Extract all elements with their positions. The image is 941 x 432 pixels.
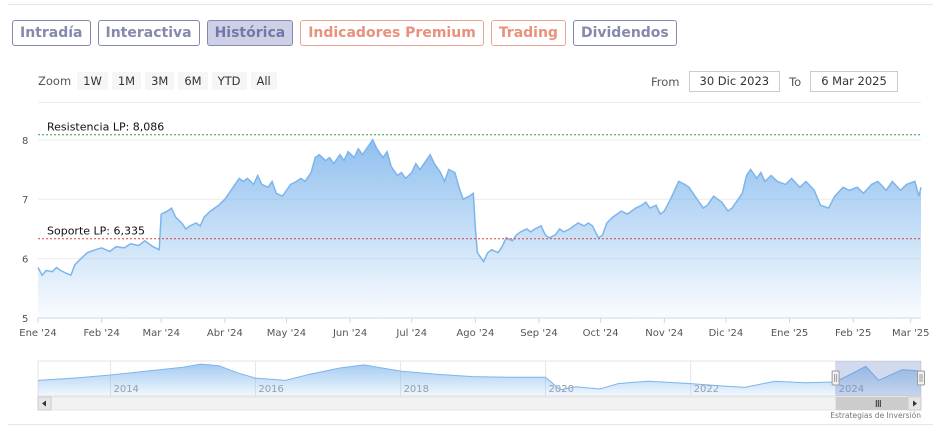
y-tick-label: 6	[22, 255, 28, 266]
price-line	[37, 138, 922, 277]
zoom-selector: Zoom 1W 1M 3M 6M YTD All	[38, 72, 281, 90]
x-tick-label: Jul '24	[395, 328, 427, 339]
chart-credit: Estrategias de Inversión	[830, 411, 921, 420]
chart-top-border	[38, 102, 921, 103]
y-tick-label: 8	[22, 136, 28, 147]
from-date-input[interactable]: 30 Dic 2023	[688, 71, 781, 92]
zoom-3m-button[interactable]: 3M	[145, 72, 175, 90]
x-tick-label: Feb '25	[835, 328, 871, 339]
tab-indicadores-premium[interactable]: Indicadores Premium	[300, 20, 484, 46]
x-tick-label: Dic '24	[709, 328, 744, 339]
from-label: From	[651, 74, 680, 89]
tab-trading[interactable]: Trading	[490, 20, 566, 46]
navigator-area	[38, 364, 921, 396]
tab-intradia[interactable]: Intradía	[12, 20, 91, 46]
bottom-divider	[8, 424, 933, 425]
x-tick-label: Ene '24	[19, 328, 56, 339]
zoom-all-button[interactable]: All	[250, 72, 277, 90]
x-tick-label: Jun '24	[332, 328, 367, 339]
support-label: Soporte LP: 6,335	[47, 225, 145, 238]
zoom-1w-button[interactable]: 1W	[77, 72, 108, 90]
x-tick-label: Mar '24	[142, 328, 180, 339]
chart-tabs: Intradía Interactiva Histórica Indicador…	[12, 20, 677, 46]
y-tick-label: 5	[22, 314, 28, 325]
x-tick-label: Feb '24	[83, 328, 119, 339]
zoom-label: Zoom	[38, 74, 72, 88]
x-tick-label: Abr '24	[207, 328, 243, 339]
date-range: From 30 Dic 2023 To 6 Mar 2025	[651, 71, 907, 92]
zoom-ytd-button[interactable]: YTD	[211, 72, 247, 90]
x-tick-label: May '24	[267, 328, 306, 339]
navigator-left-handle[interactable]	[831, 370, 840, 386]
resistance-label: Resistencia LP: 8,086	[47, 121, 164, 134]
y-tick-label: 7	[22, 195, 28, 206]
to-date-input[interactable]: 6 Mar 2025	[810, 71, 898, 92]
x-tick-label: Mar '25	[892, 328, 930, 339]
navigator-selection[interactable]	[835, 361, 921, 396]
zoom-1m-button[interactable]: 1M	[111, 72, 142, 90]
x-tick-label: Ene '25	[771, 328, 808, 339]
tab-interactiva[interactable]: Interactiva	[97, 20, 200, 46]
x-tick-label: Oct '24	[583, 328, 619, 339]
to-label: To	[789, 74, 802, 89]
x-tick-label: Sep '24	[520, 328, 558, 339]
chevron-left-icon	[42, 400, 46, 407]
zoom-6m-button[interactable]: 6M	[178, 72, 208, 90]
x-tick-label: Nov '24	[645, 328, 683, 339]
navigator-line	[37, 363, 922, 391]
price-area	[38, 139, 921, 318]
navigator-right-handle[interactable]	[917, 370, 925, 386]
navigator[interactable]: 201420162018202020222024	[37, 360, 925, 411]
tab-historica[interactable]: Histórica	[206, 20, 294, 46]
scrollbar-track[interactable]	[37, 396, 922, 411]
tab-dividendos[interactable]: Dividendos	[572, 20, 677, 46]
chevron-right-icon	[913, 400, 917, 407]
x-tick-label: Ago '24	[456, 328, 494, 339]
top-divider	[8, 4, 933, 5]
